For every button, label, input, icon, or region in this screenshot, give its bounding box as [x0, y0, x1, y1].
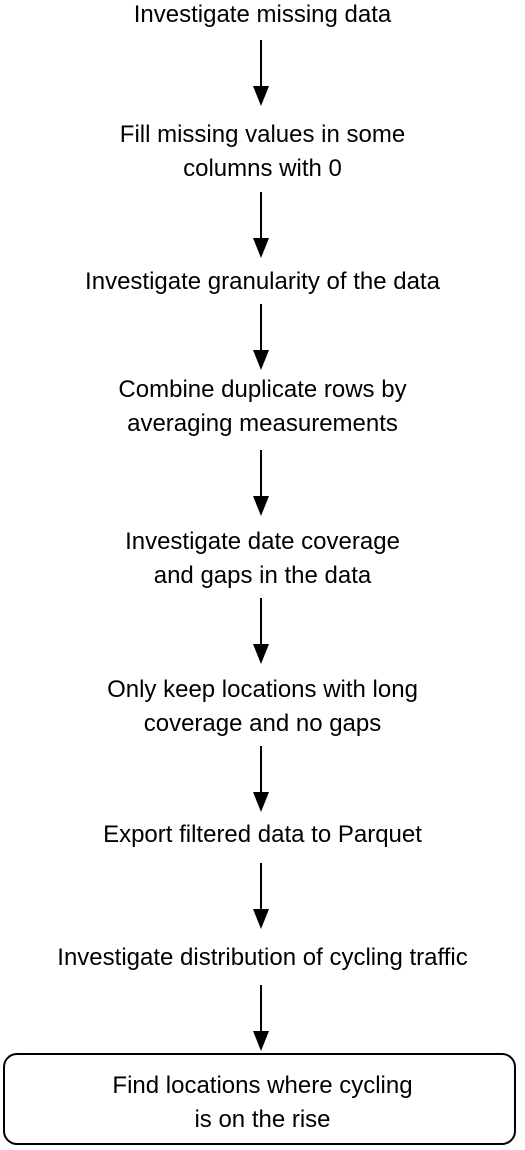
step-text: Investigate granularity of the data: [85, 268, 440, 295]
step-text: Investigate distribution of cycling traf…: [57, 944, 468, 971]
arrow-down-2: [249, 192, 273, 260]
step-investigate-date-coverage: Investigate date coverage and gaps in th…: [0, 525, 525, 593]
step-combine-duplicate-rows: Combine duplicate rows by averaging meas…: [0, 373, 525, 441]
step-text: Only keep locations with long: [107, 676, 418, 703]
step-text: Investigate date coverage: [125, 528, 400, 555]
step-text: Investigate missing data: [133, 1, 392, 28]
arrow-down-7: [249, 863, 273, 931]
step-text: Export filtered data to Parquet: [103, 821, 422, 848]
step-text: and gaps in the data: [153, 562, 372, 589]
step-text: Find locations where cycling: [112, 1072, 413, 1099]
step-investigate-distribution: Investigate distribution of cycling traf…: [0, 941, 525, 975]
arrow-down-8: [249, 985, 273, 1053]
final-step-find-locations: Find locations where cycling is on the r…: [0, 1069, 525, 1137]
step-fill-missing-values: Fill missing values in some columns with…: [0, 118, 525, 186]
arrow-down-4: [249, 450, 273, 518]
step-text: averaging measurements: [127, 410, 398, 437]
arrow-down-5: [249, 598, 273, 666]
step-investigate-missing-data: Investigate missing data: [0, 0, 525, 32]
step-text: columns with 0: [183, 155, 342, 182]
step-keep-long-coverage: Only keep locations with long coverage a…: [0, 673, 525, 741]
step-text: coverage and no gaps: [143, 710, 382, 737]
arrow-down-1: [249, 40, 273, 108]
final-step-box: [3, 1053, 516, 1145]
step-text: Combine duplicate rows by: [118, 376, 407, 403]
step-export-parquet: Export filtered data to Parquet: [0, 818, 525, 852]
arrow-down-6: [249, 746, 273, 814]
arrow-down-3: [249, 304, 273, 372]
step-investigate-granularity: Investigate granularity of the data: [0, 265, 525, 299]
step-text: Fill missing values in some: [119, 121, 406, 148]
step-text: is on the rise: [194, 1106, 331, 1133]
